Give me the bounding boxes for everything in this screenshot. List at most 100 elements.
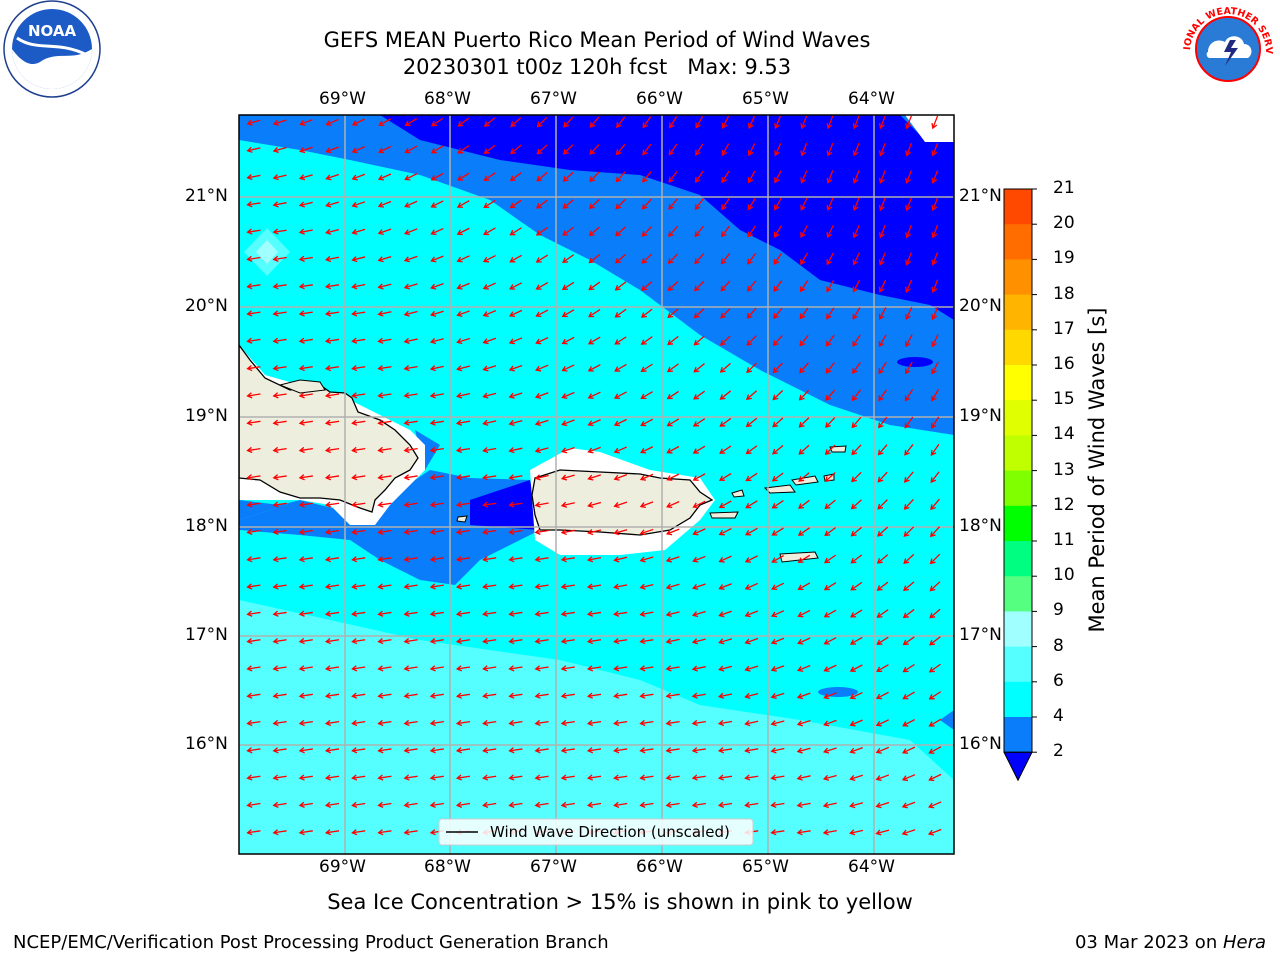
wind-arrow — [324, 583, 340, 590]
wind-arrow — [457, 145, 470, 154]
wind-arrow — [299, 146, 313, 154]
wind-arrow — [586, 719, 602, 727]
wind-arrow — [665, 719, 680, 727]
wind-arrow — [800, 170, 808, 184]
wind-arrow — [534, 801, 549, 808]
wind-arrow — [324, 719, 340, 727]
wind-arrow — [587, 446, 601, 454]
wind-arrow — [429, 774, 444, 781]
wind-arrow — [324, 665, 340, 672]
wind-arrow — [561, 391, 575, 399]
wind-arrow — [931, 115, 939, 130]
wind-arrow — [246, 173, 261, 181]
wind-arrow — [718, 472, 732, 481]
wind-arrow — [931, 306, 939, 321]
wind-arrow — [455, 774, 471, 781]
wind-arrow — [876, 581, 889, 591]
wind-arrow — [246, 337, 261, 344]
wind-arrow — [272, 364, 287, 372]
colorbar-segment — [1004, 400, 1032, 436]
wind-arrow — [482, 692, 497, 699]
wind-arrow — [691, 638, 706, 645]
wind-arrow — [902, 663, 915, 673]
wind-arrow — [351, 747, 366, 754]
wind-arrow — [823, 637, 837, 645]
wind-arrow — [588, 226, 600, 237]
wind-arrow — [720, 225, 731, 238]
wind-arrow — [536, 144, 548, 155]
wind-arrow — [903, 498, 914, 510]
wind-arrow — [482, 610, 497, 617]
wind-arrow — [824, 554, 837, 564]
wind-arrow — [298, 255, 313, 262]
wind-arrow — [931, 416, 940, 429]
wind-arrow — [377, 419, 392, 426]
wind-arrow — [931, 334, 939, 348]
wind-arrow — [851, 389, 862, 402]
wind-arrow — [614, 281, 627, 291]
wind-arrow — [246, 228, 261, 235]
wind-arrow — [429, 474, 444, 481]
wind-arrow — [272, 692, 287, 699]
wind-arrow — [403, 392, 418, 399]
wind-arrow — [482, 637, 497, 645]
wind-arrow — [430, 117, 444, 127]
wind-arrow — [403, 446, 418, 454]
wind-arrow — [324, 501, 340, 508]
wind-arrow — [796, 801, 811, 809]
wind-arrow — [665, 638, 680, 645]
wind-arrow — [324, 364, 340, 372]
wind-arrow — [482, 665, 497, 672]
wind-arrow — [298, 801, 313, 808]
wind-arrow — [665, 747, 680, 754]
wind-arrow — [905, 306, 913, 321]
wind-arrow — [403, 774, 418, 781]
wind-arrow — [351, 501, 366, 508]
wind-arrow — [798, 417, 810, 428]
wind-arrow — [719, 417, 732, 427]
wind-arrow — [852, 334, 861, 347]
wind-arrow — [298, 747, 313, 754]
wind-arrow — [534, 392, 549, 399]
wind-arrow — [377, 501, 392, 508]
wind-arrow — [615, 198, 626, 210]
wind-arrow — [589, 144, 600, 156]
wind-arrow — [692, 583, 706, 590]
wind-arrow — [639, 692, 654, 699]
wind-arrow — [351, 801, 366, 808]
wind-arrow — [850, 609, 863, 618]
wind-arrow — [875, 719, 889, 727]
wind-arrow — [849, 747, 863, 754]
wind-arrow — [509, 199, 522, 209]
colorbar-tick-label: 13 — [1053, 459, 1075, 480]
wind-arrow — [482, 801, 497, 808]
wind-arrow — [404, 145, 418, 154]
wind-arrow — [430, 283, 444, 290]
wind-arrow — [377, 719, 392, 727]
wind-arrow — [640, 308, 653, 318]
wind-arrow — [560, 501, 575, 508]
wind-arrow — [928, 746, 942, 754]
wind-arrow — [717, 719, 733, 727]
wind-arrow — [826, 143, 834, 157]
wind-arrow — [746, 280, 757, 292]
wind-arrow — [456, 392, 471, 399]
wind-arrow — [429, 556, 444, 563]
wind-arrow — [298, 501, 313, 508]
wind-arrow — [745, 445, 758, 455]
wind-arrow — [665, 528, 680, 536]
wind-arrow — [298, 228, 313, 235]
wind-arrow — [508, 447, 523, 454]
sea-ice-caption: Sea Ice Concentration > 15% is shown in … — [0, 890, 1280, 914]
wind-arrow — [824, 499, 836, 510]
wind-arrow — [798, 444, 810, 455]
footer-left: NCEP/EMC/Verification Post Processing Pr… — [13, 932, 609, 953]
wind-arrow — [429, 338, 444, 345]
wind-arrow — [455, 637, 471, 645]
colorbar-tick-label: 10 — [1053, 565, 1075, 586]
wind-arrow — [905, 197, 912, 212]
direction-legend: Wind Wave Direction (unscaled) — [438, 818, 754, 846]
wind-arrow — [825, 389, 836, 401]
wind-arrow — [822, 829, 837, 836]
